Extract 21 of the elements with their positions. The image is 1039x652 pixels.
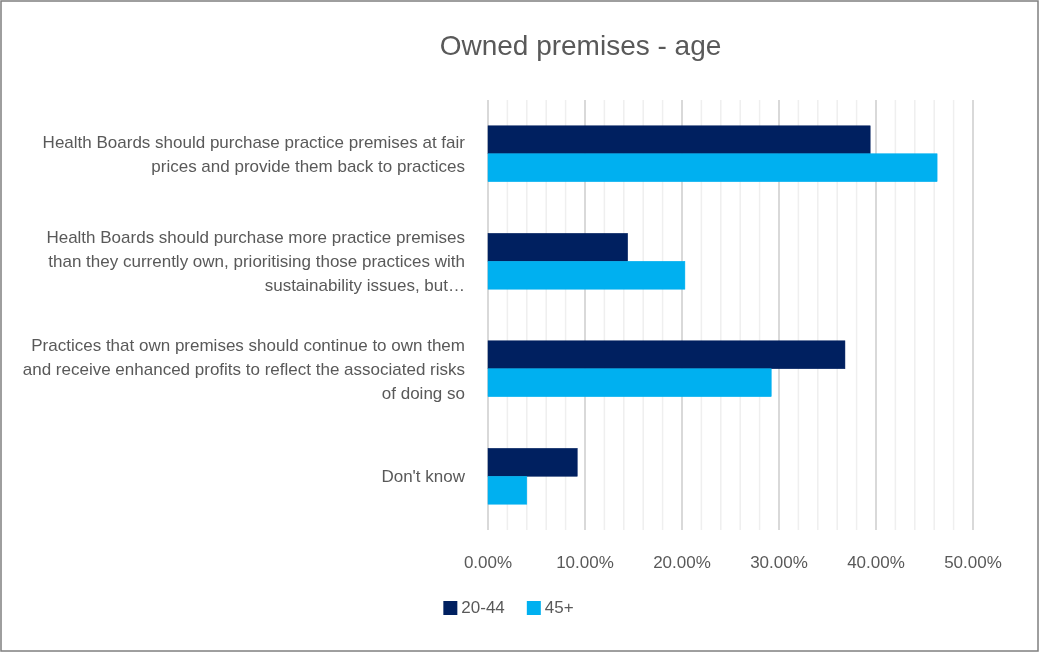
x-tick-label: 40.00%	[847, 553, 905, 572]
bar	[487, 261, 686, 290]
y-tick-label: Practices that own premises should continue to own them and receive enhanced profits to reflect the associated risks of doing so	[22, 335, 465, 403]
bar	[487, 233, 628, 262]
bar	[487, 125, 871, 154]
legend-label: 45+	[544, 598, 574, 617]
x-tick-label: 10.00%	[556, 553, 614, 572]
chart-title: Owned premises - age	[439, 30, 722, 61]
y-tick-label: Health Boards should purchase more practice premises than they currently own, prioritising those practices with sustainability issues, but…	[46, 228, 465, 296]
bar	[487, 476, 528, 505]
legend-label: 20-44	[461, 598, 505, 617]
bar	[487, 448, 578, 477]
bar	[487, 153, 938, 182]
bar	[487, 340, 846, 369]
y-tick-label: Don't know	[381, 467, 466, 487]
x-tick-label: 50.00%	[944, 553, 1002, 572]
x-tick-label: 20.00%	[653, 553, 711, 572]
bar	[487, 368, 772, 397]
x-tick-label: 30.00%	[750, 553, 808, 572]
y-tick-label: Health Boards should purchase practice premises at fair prices and provide them back to practices	[42, 132, 466, 176]
x-tick-label: 0.00%	[463, 553, 513, 572]
